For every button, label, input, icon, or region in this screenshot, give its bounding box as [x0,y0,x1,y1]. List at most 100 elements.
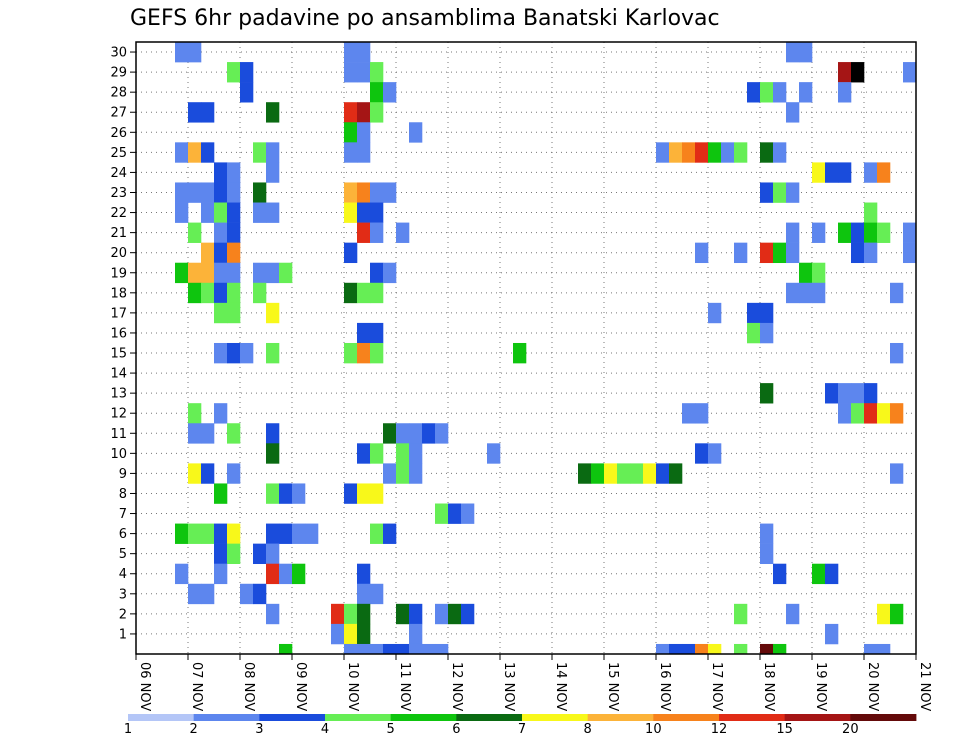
heatmap-cell [201,262,215,284]
heatmap-cell [357,563,371,585]
heatmap-cell [825,162,839,183]
heatmap-cell [370,583,384,605]
heatmap-cell [227,302,241,324]
y-tick-label: 4 [119,567,127,582]
colorbar-segment [259,714,326,721]
heatmap-cell [370,62,384,83]
heatmap-cell [786,242,800,264]
heatmap-cell [344,643,358,655]
heatmap-cell [851,403,865,424]
heatmap-cell [799,42,813,63]
colorbar-label: 10 [645,722,662,737]
heatmap-cell [357,443,371,464]
heatmap-cell [734,242,748,264]
heatmap-cell [188,142,202,163]
heatmap-cell [266,563,280,585]
heatmap-cell [357,102,371,123]
heatmap-cell [175,262,189,284]
x-tick-label: 16 NOV [657,662,672,711]
y-tick-label: 17 [110,306,127,321]
y-tick-label: 14 [110,367,127,382]
heatmap-cell [851,242,865,264]
heatmap-cell [435,643,449,655]
x-tick-label: 08 NOV [241,662,256,711]
heatmap-cell [877,643,891,655]
heatmap-cell [851,383,865,404]
y-tick-label: 19 [110,266,127,281]
heatmap-cell [682,142,696,163]
colorbar-label: 7 [518,722,526,737]
heatmap-cell [396,443,410,464]
heatmap-cell [279,523,293,544]
heatmap-cell [396,423,410,444]
heatmap-cell [279,262,293,284]
heatmap-cell [409,603,423,625]
colorbar-segment [325,714,392,721]
heatmap-cell [253,282,267,304]
heatmap-cell [214,262,228,284]
heatmap-cell [227,162,241,183]
heatmap-cell [760,322,774,344]
heatmap-cell [630,463,644,484]
heatmap-cell [838,383,852,404]
colorbar-label: 20 [842,722,859,737]
colorbar-label: 2 [190,722,198,737]
y-tick-label: 18 [110,286,127,301]
heatmap-cell [201,102,215,123]
colorbar-label: 3 [255,722,263,737]
y-tick-label: 11 [110,427,127,442]
heatmap-cell [383,423,397,444]
heatmap-cell [305,523,319,544]
heatmap-cell [214,182,228,203]
heatmap-cell [617,463,631,484]
x-tick-label: 19 NOV [813,662,828,711]
heatmap-cell [825,623,839,645]
colorbar-label: 6 [452,722,460,737]
y-tick-label: 3 [119,587,127,602]
y-tick-label: 13 [110,387,127,402]
heatmap-cell [253,262,267,284]
heatmap-cell [292,563,306,585]
heatmap-cell [266,202,280,223]
heatmap-cell [344,102,358,123]
colorbar-segment [193,714,260,721]
y-tick-label: 2 [119,607,127,622]
x-tick-label: 13 NOV [501,662,516,711]
heatmap-cell [747,322,761,344]
y-tick-label: 9 [119,467,127,482]
colorbar-label: 1 [124,722,132,737]
heatmap-cell [266,543,280,565]
heatmap-cell [175,202,189,223]
heatmap-cell [357,583,371,605]
x-tick-label: 06 NOV [137,662,152,711]
heatmap-cell [370,282,384,304]
y-tick-label: 1 [119,627,127,642]
y-tick-label: 28 [110,86,127,101]
y-tick-label: 27 [110,106,127,121]
heatmap-cell [344,242,358,264]
heatmap-cell [357,122,371,143]
heatmap-cell [708,302,722,324]
heatmap-cell [643,463,657,484]
heatmap-cell [227,423,241,444]
heatmap-cell [669,463,683,484]
heatmap-cell [812,262,826,284]
heatmap-cell [461,603,475,625]
heatmap-cell [760,643,774,655]
heatmap-cell [708,443,722,464]
heatmap-cell [890,463,904,484]
heatmap-cell [201,202,215,223]
heatmap-cell [214,242,228,264]
heatmap-cell [578,463,592,484]
heatmap-cell [370,182,384,203]
heatmap-cell [708,142,722,163]
heatmap-cell [214,483,228,504]
heatmap-cell [370,82,384,103]
heatmap-cell [227,222,241,243]
heatmap-cell [864,202,878,223]
heatmap-cell [383,643,397,655]
heatmap-cell [188,262,202,284]
heatmap-cell [760,543,774,565]
heatmap-cell [409,643,423,655]
heatmap-cell [799,262,813,284]
